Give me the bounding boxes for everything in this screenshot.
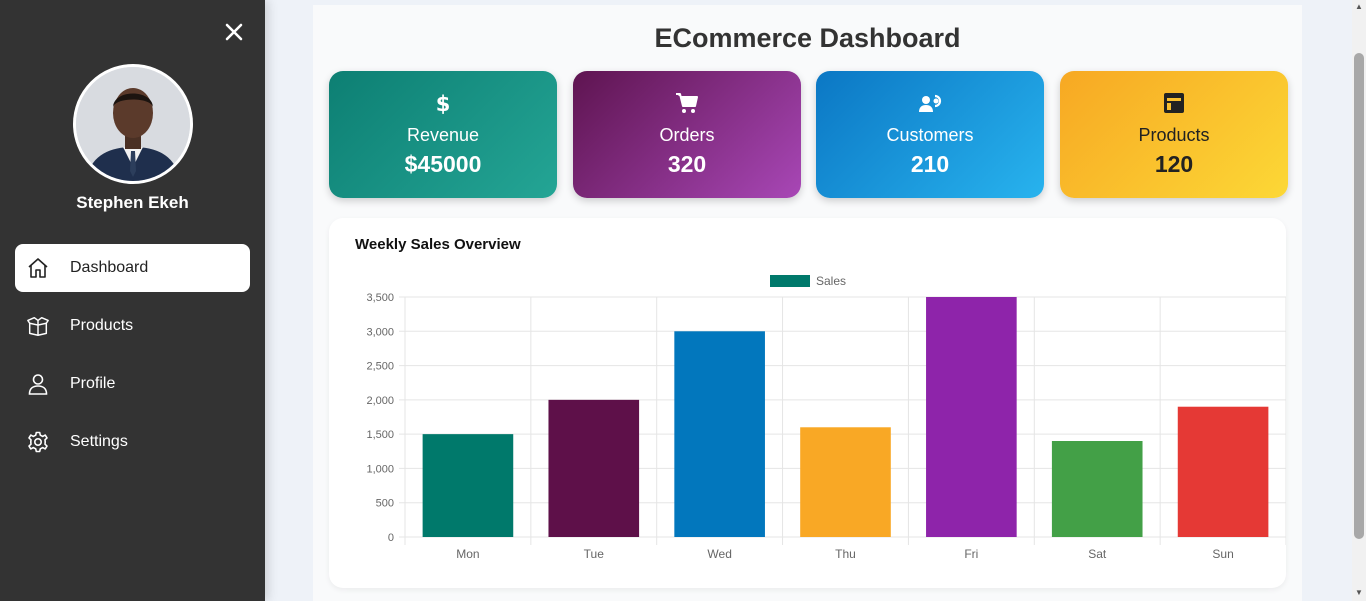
svg-text:$: $ — [436, 92, 451, 114]
users-icon — [816, 91, 1044, 115]
y-tick-label: 500 — [376, 498, 394, 510]
y-tick-label: 0 — [388, 532, 394, 544]
page-scrollbar[interactable]: ▲ ▼ — [1352, 0, 1366, 601]
scroll-up-icon[interactable]: ▲ — [1355, 2, 1363, 11]
bar-sun — [1177, 406, 1269, 537]
user-name: Stephen Ekeh — [76, 193, 189, 212]
y-tick-label: 3,500 — [366, 292, 394, 304]
chart-title: Weekly Sales Overview — [355, 236, 521, 253]
bar-tue — [548, 399, 640, 537]
orders-card: Orders 320 — [573, 71, 801, 198]
sidebar-item-profile[interactable]: Profile — [15, 360, 250, 408]
weekly-sales-chart-card: 0 500 1,000 1,500 2,000 2,500 3,000 3,500 Mon Tue… — [329, 218, 1286, 588]
legend-label: Sales — [816, 274, 846, 288]
legend-swatch — [770, 275, 810, 287]
scroll-thumb[interactable] — [1354, 53, 1364, 539]
card-label: Orders — [659, 125, 715, 145]
card-value: 210 — [910, 151, 950, 177]
x-tick-label: Thu — [835, 547, 856, 561]
bar-sat — [1051, 441, 1143, 537]
x-tick-label: Fri — [964, 547, 978, 561]
bar-mon — [422, 434, 514, 537]
card-value: 120 — [1154, 151, 1194, 177]
box-icon — [26, 314, 50, 338]
avatar — [73, 64, 193, 184]
page-title: ECommerce Dashboard — [654, 23, 961, 53]
bar-wed — [674, 331, 765, 537]
sidebar: Stephen Ekeh Dashboard Products Profile … — [0, 0, 265, 601]
x-tick-label: Sat — [1088, 547, 1107, 561]
x-tick-label: Tue — [584, 547, 605, 561]
card-label: Customers — [886, 125, 974, 145]
bar-thu — [800, 427, 891, 537]
y-tick-label: 3,000 — [366, 326, 394, 338]
scroll-down-icon[interactable]: ▼ — [1355, 588, 1363, 597]
products-card: Products 120 — [1060, 71, 1288, 198]
customers-card: Customers 210 — [816, 71, 1044, 198]
sidebar-item-label: Profile — [70, 375, 116, 392]
revenue-card: $ Revenue $45000 — [329, 71, 557, 198]
home-icon — [26, 256, 50, 280]
card-label: Products — [1138, 125, 1210, 145]
y-tick-label: 2,000 — [366, 395, 394, 407]
card-value: $45000 — [404, 151, 482, 177]
x-tick-label: Mon — [456, 547, 479, 561]
card-value: 320 — [667, 151, 707, 177]
sidebar-nav: Dashboard Products Profile Settings — [15, 244, 250, 476]
x-tick-label: Wed — [707, 547, 731, 561]
sales-bar-chart: 0 500 1,000 1,500 2,000 2,500 3,000 3,500 Mon Tue… — [366, 274, 1286, 561]
y-tick-label: 1,000 — [366, 463, 394, 475]
user-icon — [26, 372, 50, 396]
dollar-icon: $ — [329, 91, 557, 115]
sidebar-item-label: Dashboard — [70, 259, 149, 276]
gear-icon — [26, 430, 50, 454]
x-tick-label: Sun — [1212, 547, 1233, 561]
y-tick-label: 2,500 — [366, 361, 394, 373]
y-tick-label: 1,500 — [366, 429, 394, 441]
close-icon[interactable] — [222, 20, 246, 44]
sidebar-item-dashboard[interactable]: Dashboard — [15, 244, 250, 292]
sidebar-item-label: Settings — [70, 433, 128, 450]
main-content: ECommerce Dashboard $ Revenue $45000 Ord… — [313, 5, 1302, 601]
package-icon — [1060, 91, 1288, 115]
cart-icon — [573, 91, 801, 115]
sidebar-item-settings[interactable]: Settings — [15, 418, 250, 466]
sidebar-item-products[interactable]: Products — [15, 302, 250, 350]
card-label: Revenue — [406, 125, 480, 145]
sidebar-item-label: Products — [70, 317, 134, 334]
bar-fri — [926, 297, 1017, 537]
